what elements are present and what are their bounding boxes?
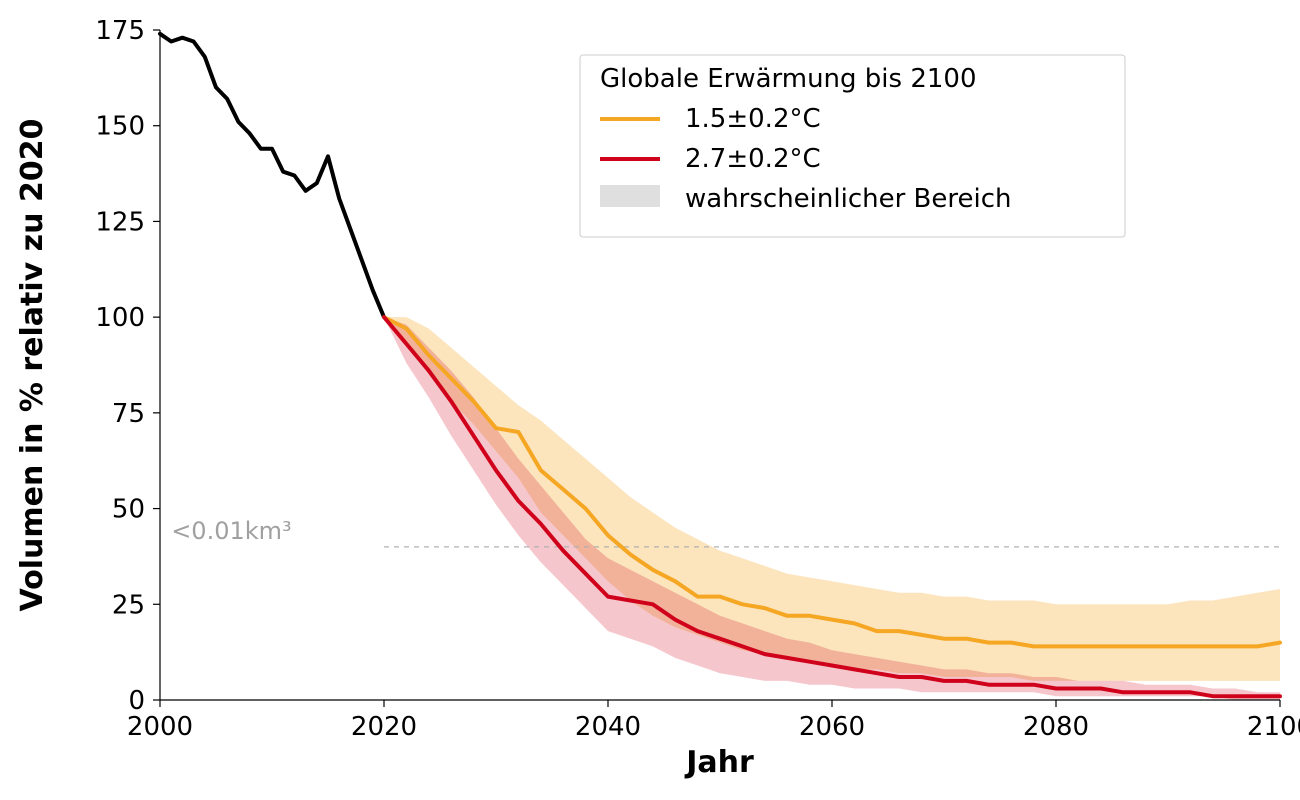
x-tick-label: 2000 [127,712,193,742]
x-tick-label: 2060 [799,712,865,742]
historical-line [160,34,384,317]
glacier-volume-chart: <0.01km³ 2000 2020 2040 2060 2080 2100 0 25 50 75… [0,0,1300,800]
x-tick-label: 2020 [351,712,417,742]
y-tick-label: 75 [112,399,145,429]
legend-label-warm15: 1.5±0.2°C [685,104,821,134]
legend-title: Globale Erwärmung bis 2100 [600,64,977,94]
x-tick-label: 2100 [1247,712,1300,742]
y-tick-label: 125 [95,207,145,237]
y-tick-label: 150 [95,112,145,142]
y-tick-label: 100 [95,303,145,333]
x-tick-label: 2080 [1023,712,1089,742]
y-tick-label: 50 [112,495,145,525]
legend-label-band: wahrscheinlicher Bereich [685,184,1012,214]
y-tick-label: 175 [95,16,145,46]
y-axis-label: Volumen in % relativ zu 2020 [15,119,50,612]
y-tick-label: 0 [128,686,145,716]
x-axis-label: Jahr [684,745,754,780]
x-tick-label: 2040 [575,712,641,742]
threshold-label: <0.01km³ [171,517,291,545]
legend-swatch-band [600,185,660,207]
y-tick-label: 25 [112,590,145,620]
legend-label-warm27: 2.7±0.2°C [685,144,821,174]
